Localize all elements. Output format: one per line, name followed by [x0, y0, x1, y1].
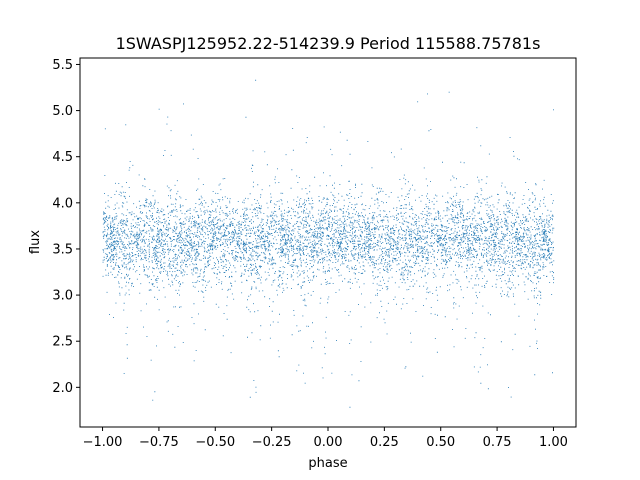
x-tick-label: 0.00: [314, 435, 343, 450]
chart-title: 1SWASPJ125952.22-514239.9 Period 115588.…: [116, 34, 541, 53]
y-tick-label: 4.5: [52, 150, 73, 165]
y-tick-label: 5.5: [52, 58, 73, 73]
x-tick-label: 1.00: [539, 435, 568, 450]
x-axis: −1.00 −0.75 −0.50 −0.25 0.00 0.25 0.50 0.75 1.00: [83, 427, 568, 450]
y-tick-label: 3.0: [52, 289, 73, 304]
y-tick-label: 3.5: [52, 242, 73, 257]
y-axis: 2.0 2.5 3.0 3.5 4.0 4.5 5.0 5.5: [52, 58, 80, 396]
x-tick-label: −0.25: [252, 435, 292, 450]
x-tick-label: 0.50: [426, 435, 455, 450]
y-axis-label: flux: [28, 230, 43, 254]
y-tick-label: 5.0: [52, 104, 73, 119]
y-tick-label: 2.5: [52, 335, 73, 350]
x-tick-label: −0.50: [195, 435, 235, 450]
y-tick-label: 2.0: [52, 381, 73, 396]
x-axis-label: phase: [308, 456, 347, 471]
x-tick-label: 0.75: [483, 435, 512, 450]
y-tick-label: 4.0: [52, 196, 73, 211]
x-tick-label: −1.00: [83, 435, 123, 450]
x-tick-label: 0.25: [370, 435, 399, 450]
x-tick-label: −0.75: [139, 435, 179, 450]
